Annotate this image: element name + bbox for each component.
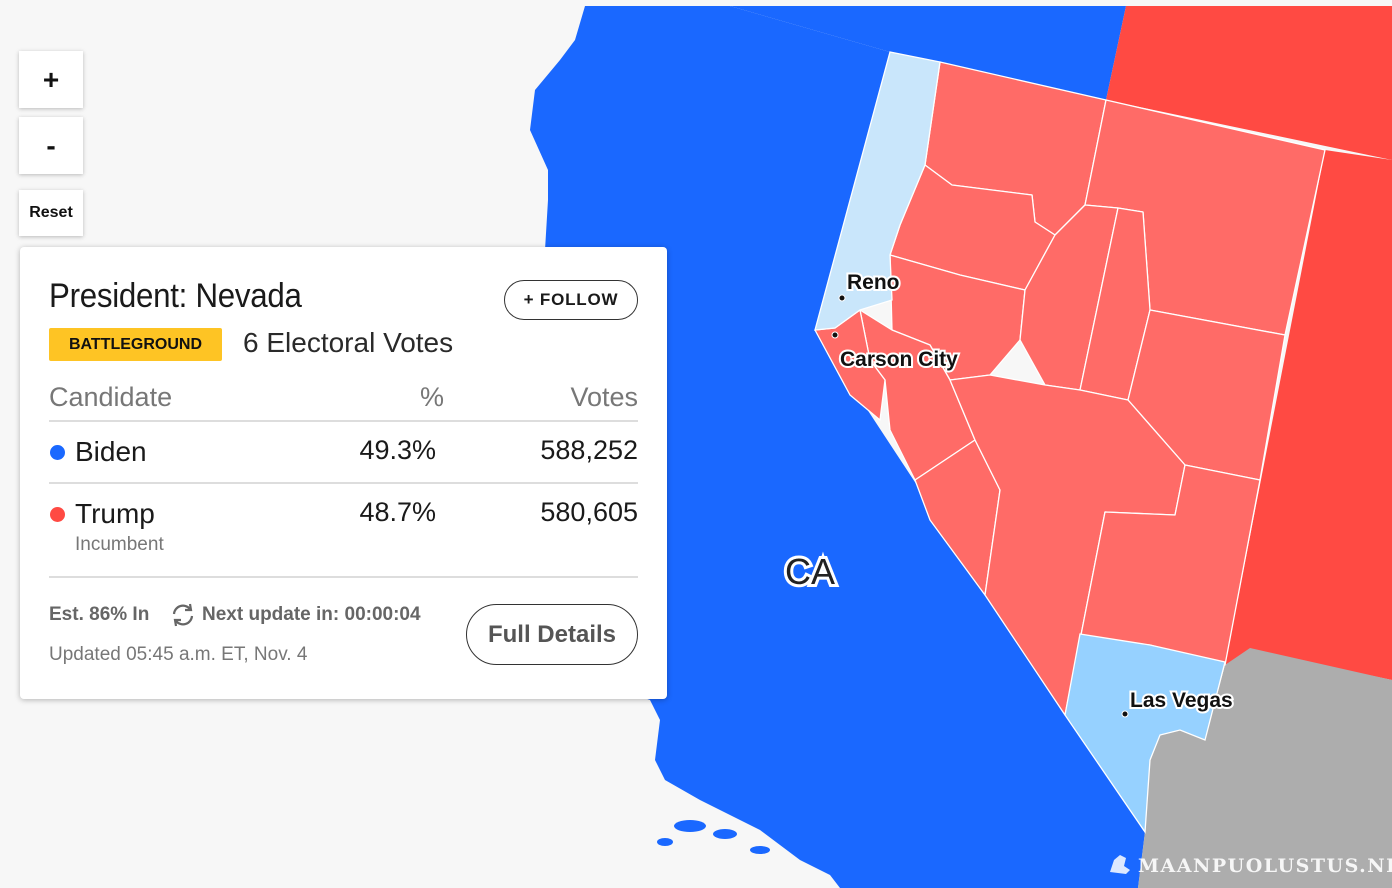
full-details-button[interactable]: Full Details: [466, 604, 638, 665]
city-las-vegas[interactable]: Las Vegas: [1121, 687, 1235, 718]
incumbent-label: Incumbent: [75, 534, 164, 555]
idaho-region[interactable]: [1106, 6, 1392, 160]
city-carson-city[interactable]: Carson City: [831, 331, 960, 373]
updated-timestamp: Updated 05:45 a.m. ET, Nov. 4: [49, 644, 308, 665]
estimated-in: Est. 86% In: [49, 604, 150, 625]
city-reno[interactable]: Reno: [838, 269, 902, 302]
candidate-votes-trump: 580,605: [540, 497, 638, 527]
divider: [49, 576, 638, 578]
biden-color-dot: [50, 445, 65, 460]
results-card: President: Nevada + FOLLOW BATTLEGROUND …: [20, 247, 667, 699]
header-votes: Votes: [570, 382, 638, 412]
divider: [49, 420, 638, 422]
svg-text:Carson City: Carson City: [840, 348, 958, 371]
nevada-counties[interactable]: [814, 61, 1326, 716]
zoom-out-button[interactable]: -: [19, 117, 83, 174]
header-pct: %: [419, 382, 444, 412]
reset-button[interactable]: Reset: [19, 190, 83, 236]
candidate-votes-biden: 588,252: [540, 435, 638, 465]
svg-text:Reno: Reno: [847, 271, 900, 294]
candidate-name-biden: Biden: [75, 436, 147, 467]
divider: [49, 482, 638, 484]
zoom-in-button[interactable]: +: [19, 51, 83, 108]
battleground-badge: BATTLEGROUND: [49, 328, 223, 361]
soldier-icon: [1110, 855, 1130, 874]
oregon-region[interactable]: [730, 6, 1126, 100]
card-title: President: Nevada: [49, 277, 302, 315]
candidate-pct-biden: 49.3%: [359, 435, 436, 465]
washoe-county[interactable]: [814, 51, 941, 331]
clark-county[interactable]: [1064, 633, 1226, 834]
channel-islands: [657, 820, 770, 854]
watermark: MAANPUOLUSTUS.NET: [1110, 855, 1392, 877]
svg-text:MAANPUOLUSTUS.NET: MAANPUOLUSTUS.NET: [1138, 855, 1392, 877]
candidate-name-trump: Trump: [75, 498, 155, 529]
electoral-votes: 6 Electoral Votes: [243, 327, 454, 358]
follow-button[interactable]: + FOLLOW: [504, 280, 638, 320]
candidate-pct-trump: 48.7%: [359, 497, 436, 527]
arizona-region[interactable]: [1138, 648, 1392, 888]
utah-region[interactable]: [1225, 150, 1392, 680]
svg-text:Las Vegas: Las Vegas: [1130, 689, 1233, 712]
trump-color-dot: [50, 507, 65, 522]
state-label-ca: CA: [785, 551, 835, 592]
header-candidate: Candidate: [49, 382, 173, 412]
refresh-icon: [172, 603, 194, 627]
next-update: Next update in: 00:00:04: [202, 604, 421, 625]
